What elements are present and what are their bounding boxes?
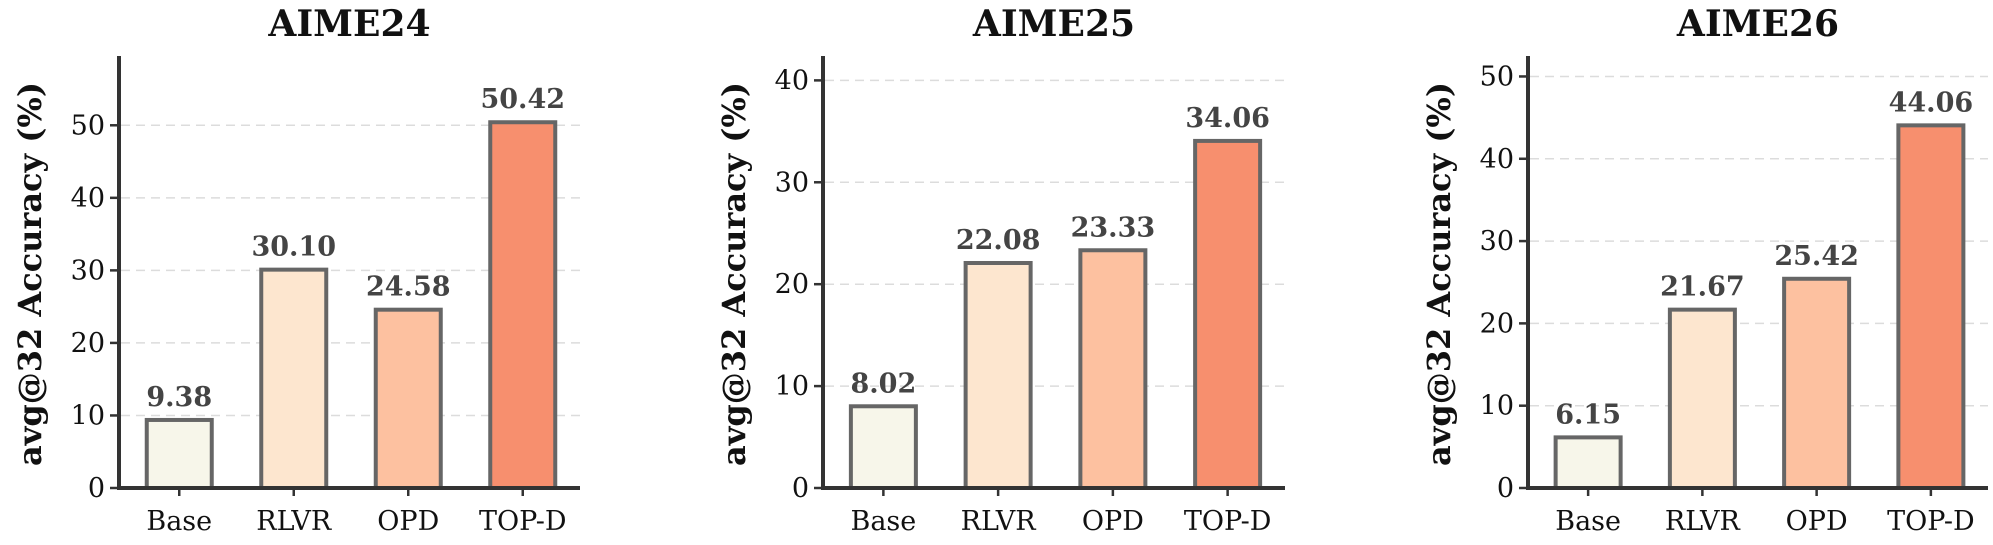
bar-rlvr xyxy=(963,260,1033,490)
y-tick-label: 10 xyxy=(775,371,809,402)
bar-opd xyxy=(1782,276,1852,490)
bar-rlvr xyxy=(259,267,329,490)
y-tick-label: 50 xyxy=(71,110,105,141)
x-tick-label: OPD xyxy=(1786,506,1848,537)
x-tick-label: Base xyxy=(1555,506,1621,537)
bar-top-d xyxy=(1193,138,1263,490)
x-tick-label: Base xyxy=(146,506,212,537)
y-tick-label: 0 xyxy=(88,473,105,504)
x-tick-label: OPD xyxy=(377,506,439,537)
bar-value-label: 6.15 xyxy=(1555,399,1621,430)
bar-base xyxy=(144,417,214,491)
bar-opd xyxy=(373,307,443,491)
bar-value-label: 8.02 xyxy=(850,368,916,399)
x-tick-label: TOP-D xyxy=(479,506,567,537)
bar-top-d xyxy=(488,120,558,490)
bar-value-label: 21.67 xyxy=(1660,272,1745,303)
x-tick-label: Base xyxy=(850,506,916,537)
y-tick-label: 0 xyxy=(792,473,809,504)
bar-value-label: 22.08 xyxy=(956,225,1041,256)
x-tick-label: RLVR xyxy=(256,506,332,537)
y-axis-label: avg@32 Accuracy (%) xyxy=(1420,82,1458,466)
y-tick-label: 30 xyxy=(775,167,809,198)
x-tick-label: TOP-D xyxy=(1887,506,1975,537)
chart-title: AIME24 xyxy=(267,3,430,45)
y-tick-label: 20 xyxy=(1480,308,1514,339)
bar-value-label: 30.10 xyxy=(251,232,336,263)
y-tick-label: 30 xyxy=(1480,226,1514,257)
bar-value-label: 50.42 xyxy=(480,84,565,115)
y-tick-label: 0 xyxy=(1497,473,1514,504)
y-tick-label: 50 xyxy=(1480,61,1514,92)
bar-base xyxy=(848,404,918,490)
x-tick-label: TOP-D xyxy=(1184,506,1272,537)
y-tick-label: 20 xyxy=(71,328,105,359)
y-tick-label: 30 xyxy=(71,255,105,286)
x-tick-label: OPD xyxy=(1082,506,1144,537)
chart-title: AIME26 xyxy=(1676,3,1839,45)
bar-value-label: 9.38 xyxy=(146,382,212,413)
y-tick-label: 40 xyxy=(1480,144,1514,175)
bar-top-d xyxy=(1896,123,1966,491)
y-axis-label: avg@32 Accuracy (%) xyxy=(11,82,49,466)
chart-title: AIME25 xyxy=(972,3,1135,45)
bar-base xyxy=(1553,435,1623,490)
bar-value-label: 44.06 xyxy=(1889,87,1974,118)
y-tick-label: 20 xyxy=(775,269,809,300)
y-tick-label: 40 xyxy=(775,65,809,96)
y-tick-label: 40 xyxy=(71,183,105,214)
x-tick-label: RLVR xyxy=(961,506,1037,537)
bar-opd xyxy=(1078,248,1148,490)
bar-value-label: 34.06 xyxy=(1185,103,1270,134)
bar-rlvr xyxy=(1667,307,1737,490)
bar-value-label: 23.33 xyxy=(1071,212,1156,243)
bar-value-label: 24.58 xyxy=(366,272,451,303)
bar-value-label: 25.42 xyxy=(1774,241,1859,272)
x-tick-label: RLVR xyxy=(1665,506,1741,537)
y-tick-label: 10 xyxy=(71,400,105,431)
y-axis-label: avg@32 Accuracy (%) xyxy=(715,82,753,466)
y-tick-label: 10 xyxy=(1480,391,1514,422)
